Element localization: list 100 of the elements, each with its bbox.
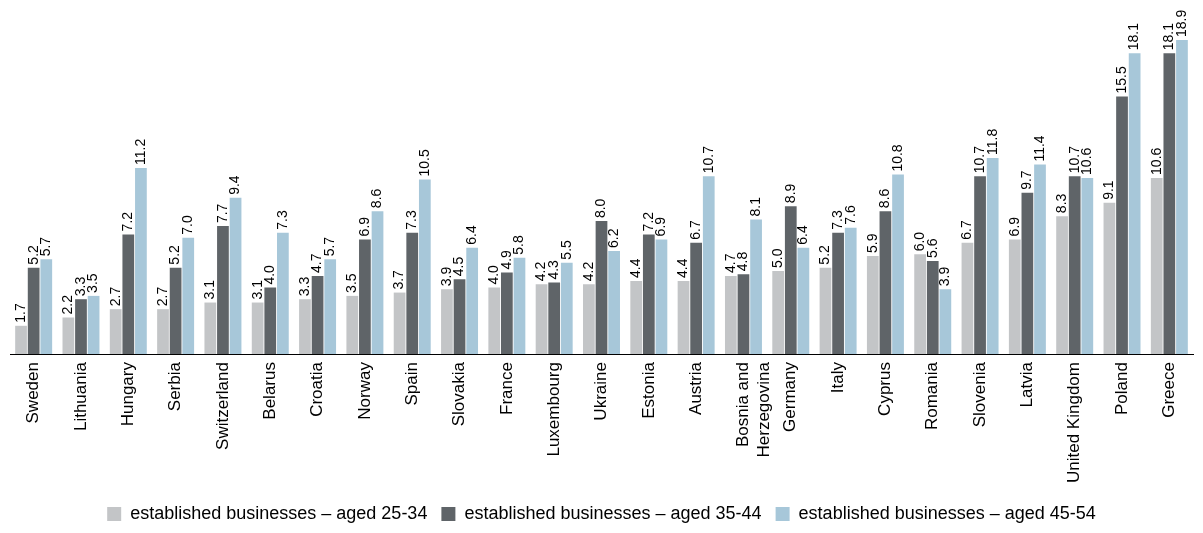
data-label: 6.9 (355, 216, 372, 237)
data-label: 3.3 (295, 276, 312, 297)
x-tick-label: Croatia (307, 361, 327, 417)
data-label: 9.4 (226, 175, 243, 195)
bar (595, 221, 608, 355)
data-label: 8.6 (368, 188, 385, 209)
bar (500, 272, 513, 355)
data-label: 10.6 (1147, 147, 1164, 175)
bar (655, 239, 668, 355)
data-label: 6.7 (687, 220, 703, 240)
bar (182, 237, 195, 355)
data-label: 11.2 (131, 138, 148, 165)
bar (1163, 53, 1176, 355)
data-label: 3.1 (201, 279, 218, 300)
bar (642, 234, 655, 355)
bar (393, 292, 406, 355)
x-tick-label: Austria (685, 361, 705, 415)
bar (1103, 202, 1116, 355)
bar (488, 287, 501, 355)
bar (583, 284, 595, 355)
data-label: 2.7 (106, 286, 123, 307)
bar (677, 280, 690, 355)
data-label: 7.3 (403, 210, 420, 230)
bar (797, 247, 810, 355)
bar (737, 274, 750, 355)
data-label: 4.4 (627, 258, 644, 278)
bar (75, 299, 87, 355)
bar (1150, 177, 1163, 355)
bar (169, 267, 182, 355)
legend-label: established businesses – aged 45-54 (798, 502, 1096, 523)
x-tick-label: Estonia (638, 361, 658, 419)
bar (974, 176, 986, 355)
data-label: 6.7 (958, 220, 975, 240)
bar (204, 302, 217, 355)
bar (264, 287, 277, 355)
x-tick-label: Greece (1159, 362, 1179, 418)
bar (608, 251, 620, 355)
x-tick-label: Italy (827, 361, 847, 394)
x-tick-label: Poland (1111, 362, 1131, 415)
data-label: 6.4 (463, 225, 480, 245)
bar (346, 295, 359, 355)
bar (1068, 176, 1081, 355)
bar (548, 282, 561, 355)
bar (277, 232, 289, 355)
data-label: 5.2 (166, 244, 183, 265)
data-label: 8.0 (592, 198, 609, 219)
data-label: 7.7 (213, 203, 230, 224)
data-label: 4.4 (674, 258, 691, 278)
data-label: 5.2 (816, 244, 833, 265)
data-label: 8.1 (746, 196, 763, 217)
x-tick-label: United Kingdom (1064, 362, 1084, 484)
bar (961, 242, 974, 355)
bar (939, 289, 952, 355)
data-label: 3.7 (390, 269, 407, 290)
data-label: 15.5 (1112, 66, 1129, 94)
bar (750, 219, 762, 355)
bar (324, 259, 337, 355)
x-tick-label: Slovakia (449, 361, 469, 427)
bar (866, 256, 879, 355)
bar (466, 247, 479, 355)
bar (109, 309, 122, 355)
x-tick-label: Sweden (23, 362, 43, 424)
bar (217, 226, 229, 355)
bar (441, 289, 453, 355)
data-label: 7.3 (273, 210, 290, 230)
bar (299, 299, 311, 355)
bar (513, 257, 526, 355)
bar (311, 275, 324, 355)
bar (892, 174, 904, 355)
x-tick-label: Lithuania (70, 361, 90, 432)
bar (229, 197, 242, 355)
x-tick-label: Latvia (1017, 361, 1037, 408)
bar (832, 232, 844, 355)
x-tick-label: Hungary (117, 361, 137, 427)
bar (819, 267, 832, 355)
x-tick-label: Romania (922, 361, 942, 431)
x-tick-label: Switzerland (212, 362, 232, 450)
data-label: 5.0 (769, 248, 786, 268)
data-label: 3.5 (343, 273, 360, 293)
bar (27, 267, 40, 355)
bar (724, 275, 737, 355)
bar (359, 239, 371, 355)
bar (87, 295, 100, 355)
data-label: 8.3 (1052, 193, 1069, 214)
bar (690, 242, 703, 355)
x-tick-label: Serbia (165, 361, 185, 412)
data-label: 1.7 (11, 303, 28, 323)
bar (1008, 239, 1021, 355)
x-tick-label: France (496, 362, 516, 415)
bar (630, 280, 643, 355)
bar (157, 309, 169, 355)
bar (135, 167, 147, 355)
bar (926, 260, 939, 355)
x-tick-label: Luxembourg (543, 362, 563, 457)
bar (1034, 164, 1046, 355)
bar (560, 262, 573, 355)
bar (453, 279, 466, 355)
bar (62, 317, 75, 355)
bar (1116, 96, 1128, 355)
x-tick-label: Spain (401, 362, 421, 406)
